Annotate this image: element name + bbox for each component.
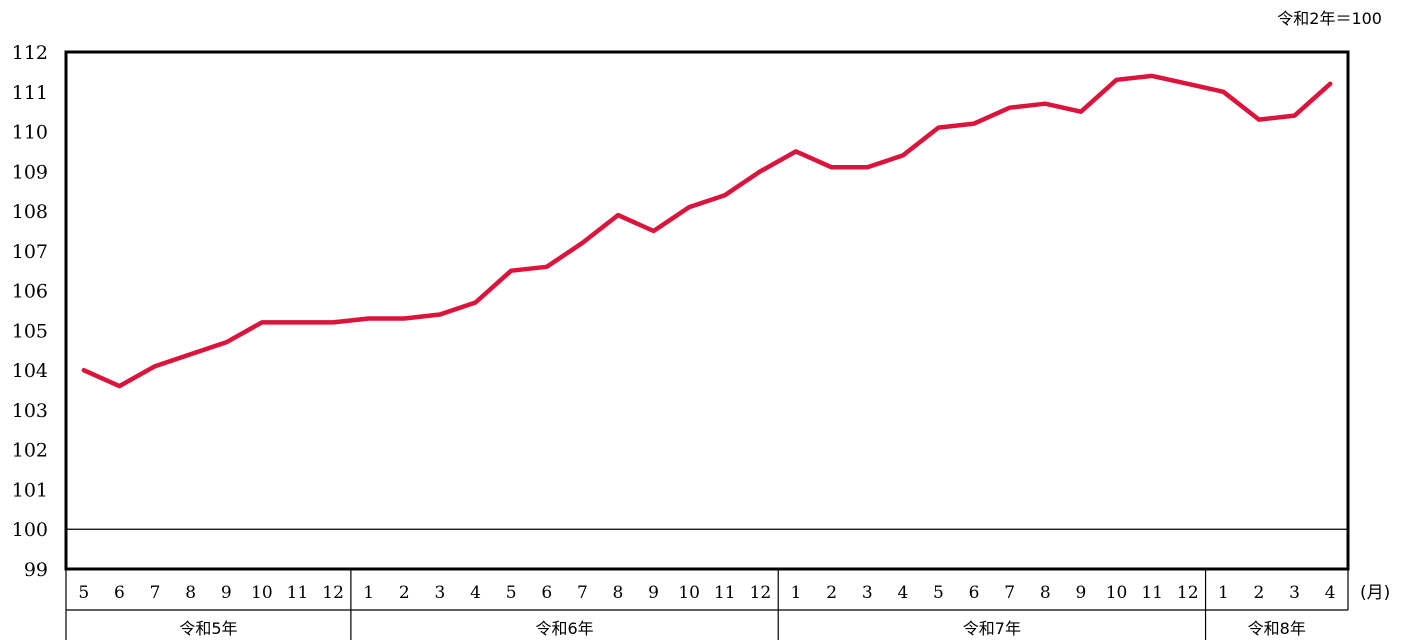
series-line [81,73,1333,389]
x-tick-label: 11 [714,583,736,603]
x-tick-label: 2 [399,583,410,603]
year-group-label: 令和5年 [179,619,237,638]
x-tick-label: 1 [1218,583,1229,603]
x-tick-label: 12 [322,583,344,603]
y-tick-label: 99 [24,559,48,581]
x-tick-label: 8 [613,583,624,603]
x-tick-label: 2 [1254,583,1265,603]
y-tick-label: 101 [12,479,48,501]
x-tick-label: 10 [678,583,700,603]
x-tick-label: 1 [363,583,374,603]
y-tick-label: 109 [12,161,48,183]
x-axis: 5 6 7 8 9 10 11 12 1 2 3 4 5 6 7 8 9 10 11 12 1 2 3 4 5 6 7 8 9 10 11 1… [65,569,1349,640]
base-year-note: 令和2年＝100 [1277,9,1382,28]
y-tick-label: 111 [12,82,48,104]
y-tick-label: 103 [12,400,48,422]
x-tick-label: 11 [287,583,309,603]
x-tick-label: 8 [185,583,196,603]
y-tick-label: 106 [12,281,48,303]
x-tick-label: 4 [897,583,908,603]
x-tick-label: 6 [969,583,980,603]
x-tick-label: 12 [750,583,772,603]
year-group-label: 令和6年 [535,619,593,638]
x-tick-label: 5 [933,583,944,603]
x-tick-label: 6 [541,583,552,603]
x-tick-label: 5 [506,583,517,603]
x-tick-label: 4 [1325,583,1336,603]
y-tick-label: 108 [12,201,48,223]
x-tick-label: 10 [1106,583,1128,603]
x-tick-label: 9 [648,583,659,603]
x-tick-label: 12 [1177,583,1199,603]
x-tick-label: 3 [862,583,873,603]
x-tick-label: 5 [78,583,89,603]
x-tick-label: 7 [1004,583,1015,603]
x-tick-label: 11 [1141,583,1163,603]
plot-frame [64,50,1350,571]
y-tick-label: 100 [12,519,48,541]
y-tick-label: 105 [12,320,48,342]
y-tick-label: 110 [12,122,48,144]
y-tick-label: 112 [12,42,48,64]
x-tick-label: 3 [435,583,446,603]
y-tick-label: 102 [12,440,48,462]
x-tick-label: 8 [1040,583,1051,603]
year-group-label: 令和7年 [963,619,1021,638]
x-tick-label: 1 [791,583,802,603]
y-tick-label: 104 [12,360,48,382]
x-tick-label: 7 [577,583,588,603]
x-tick-label: 6 [114,583,125,603]
x-tick-label: 9 [221,583,232,603]
y-tick-label: 107 [12,241,48,263]
x-tick-label: 3 [1289,583,1300,603]
x-tick-label: 2 [826,583,837,603]
x-tick-label: 9 [1076,583,1087,603]
y-axis: 99 100 101 102 103 104 105 106 107 108 109 110 111 11… [12,42,48,581]
year-group-label: 令和8年 [1248,619,1306,638]
month-unit-label: (月) [1360,583,1390,603]
x-tick-label: 10 [251,583,273,603]
x-tick-label: 7 [150,583,161,603]
x-tick-label: 4 [470,583,481,603]
